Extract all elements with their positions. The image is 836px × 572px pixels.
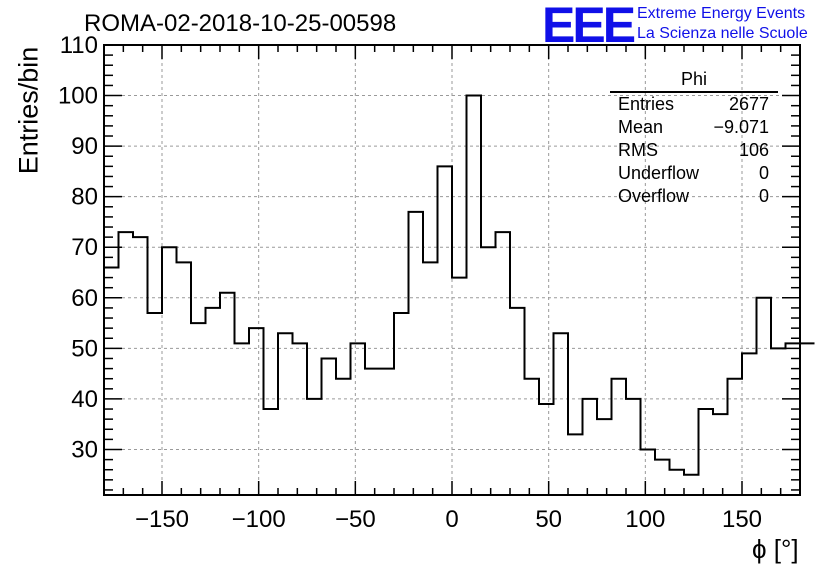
x-tick-label: 150 [722, 506, 762, 533]
logo-line-2: La Scienza nelle Scuole [637, 25, 808, 42]
stats-row: Underflow 0 [610, 162, 778, 185]
stats-label: Overflow [618, 186, 690, 206]
axis-tick-labels: −150 −100 −50 0 50 100 150 30 40 50 60 70 80 90 100 110 [58, 32, 762, 533]
x-tick-label: −50 [335, 506, 376, 533]
y-tick-label: 110 [60, 32, 98, 59]
x-axis-title: ϕ [°] [752, 534, 799, 564]
run-title: ROMA-02-2018-10-25-00598 [84, 10, 397, 37]
stats-label: RMS [618, 140, 658, 160]
stats-value: 0 [758, 163, 769, 183]
x-tick-label: 50 [535, 506, 562, 533]
stats-row: Entries 2677 [610, 93, 778, 116]
stats-label: Mean [618, 117, 664, 137]
stats-row: Overflow 0 [610, 185, 778, 208]
stats-value: 0 [758, 186, 769, 206]
eee-logo: EEE [542, 0, 636, 53]
stats-value: 2677 [728, 94, 769, 114]
stats-row: RMS 106 [610, 139, 778, 162]
x-tick-label: 0 [445, 506, 458, 533]
y-tick-label: 90 [71, 133, 98, 160]
stats-box: Phi Entries 2677 Mean −9.071 RMS 106 Und… [610, 68, 778, 208]
y-tick-label: 70 [71, 234, 98, 261]
plot-frame [103, 44, 801, 496]
y-tick-label: 30 [71, 436, 98, 463]
logo-line-1: Extreme Energy Events [637, 5, 806, 22]
stats-label: Underflow [618, 163, 700, 183]
y-tick-label: 60 [71, 285, 98, 312]
stats-value: −9.071 [713, 117, 769, 137]
y-axis-title: Entries/bin [13, 46, 44, 175]
stats-row: Mean −9.071 [610, 116, 778, 139]
x-tick-label: 100 [625, 506, 665, 533]
stats-title: Phi [610, 68, 778, 93]
y-tick-label: 100 [58, 83, 98, 110]
stats-value: 106 [738, 140, 769, 160]
axis-ticks [103, 44, 801, 495]
y-tick-label: 40 [71, 386, 98, 413]
histogram-series-line [104, 94, 815, 476]
x-tick-label: −100 [232, 506, 286, 533]
y-tick-label: 80 [71, 184, 98, 211]
stats-label: Entries [618, 94, 675, 114]
y-tick-label: 50 [71, 335, 98, 362]
x-tick-label: −150 [135, 506, 189, 533]
